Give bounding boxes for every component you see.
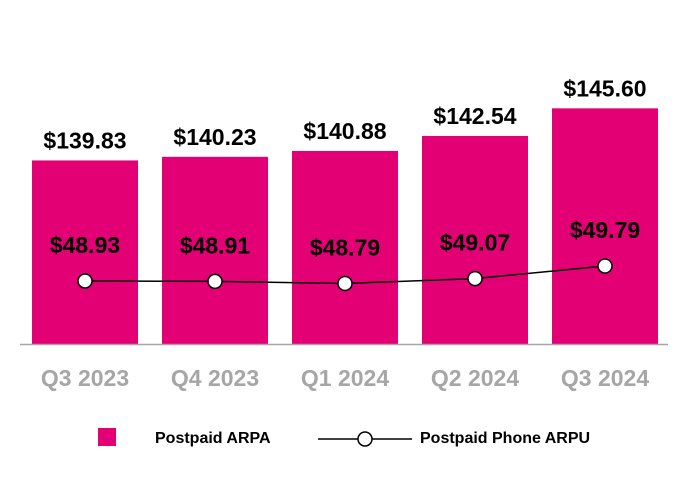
bar-value-label: $140.23: [173, 124, 256, 150]
line-value-label: $48.79: [310, 234, 380, 260]
bar-postpaid-arpa: [292, 150, 398, 344]
line-value-label: $48.93: [50, 232, 120, 258]
x-tick-label: Q3 2024: [561, 365, 649, 391]
line-point-arpu: [77, 273, 93, 289]
legend-label-arpa: Postpaid ARPA: [155, 430, 271, 447]
legend-swatch-arpa: [98, 428, 116, 446]
line-value-label: $49.79: [570, 217, 640, 243]
line-point-arpu: [337, 275, 353, 292]
bar-value-label: $145.60: [563, 75, 646, 101]
legend-marker-arpu: [357, 431, 373, 447]
x-tick-label: Q4 2023: [171, 365, 259, 391]
bar-value-label: $140.88: [303, 118, 386, 144]
line-value-label: $48.91: [180, 232, 251, 258]
x-tick-label: Q3 2023: [41, 365, 129, 391]
bar-value-label: $139.83: [43, 127, 126, 153]
x-tick-label: Q1 2024: [301, 365, 389, 391]
line-point-arpu: [207, 273, 223, 290]
bar-postpaid-arpa: [162, 156, 268, 344]
bar-postpaid-arpa: [552, 108, 658, 344]
bar-postpaid-arpa: [422, 135, 528, 344]
bar-value-label: $142.54: [433, 103, 516, 129]
legend-label-arpu: Postpaid Phone ARPU: [420, 430, 590, 447]
line-point-arpu: [467, 270, 483, 287]
x-tick-label: Q2 2024: [431, 365, 519, 391]
line-value-label: $49.07: [440, 230, 510, 256]
line-point-arpu: [597, 258, 613, 274]
legend: Postpaid ARPA Postpaid Phone ARPU: [98, 428, 590, 447]
bar-postpaid-arpa: [32, 160, 138, 344]
